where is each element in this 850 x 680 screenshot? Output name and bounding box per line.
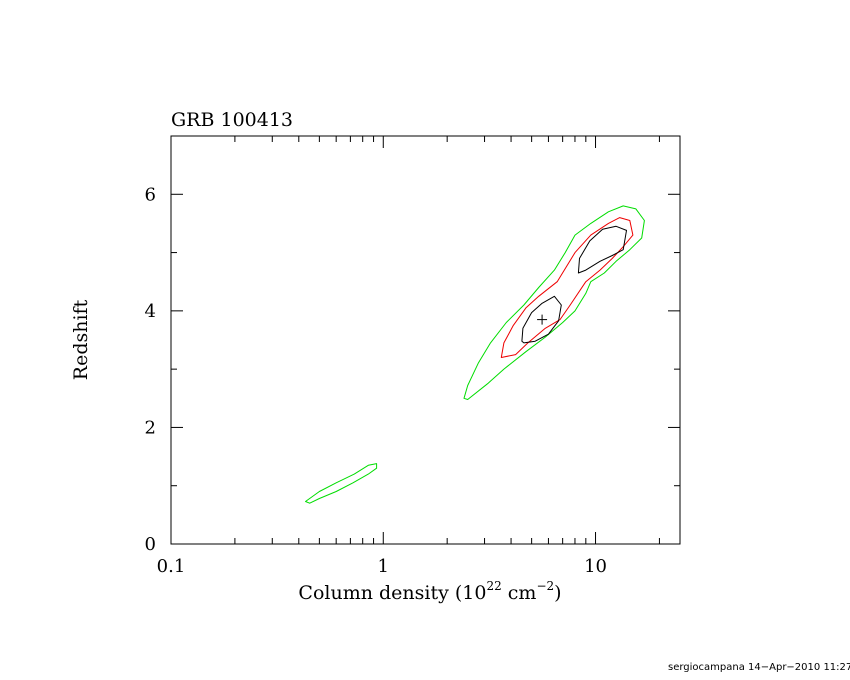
contour-5 bbox=[577, 225, 627, 274]
y-tick-label: 0 bbox=[145, 534, 156, 555]
y-tick-label: 2 bbox=[145, 417, 156, 438]
x-tick-label: 10 bbox=[584, 556, 607, 577]
x-tick-label: 1 bbox=[378, 556, 389, 577]
y-axis-label: Redshift bbox=[70, 299, 92, 380]
y-tick-label: 4 bbox=[145, 301, 156, 322]
contour-3 bbox=[500, 217, 634, 358]
contour-4 bbox=[521, 295, 562, 344]
x-axis-label-prefix: Column density (10 bbox=[298, 582, 486, 604]
x-axis-label-mid: cm bbox=[502, 582, 537, 604]
contour-2 bbox=[305, 463, 378, 504]
contour-1 bbox=[463, 205, 645, 400]
x-axis-label-exp1: 22 bbox=[486, 579, 501, 593]
x-axis-label-exp2: −2 bbox=[536, 579, 554, 593]
chart-title: GRB 100413 bbox=[171, 109, 293, 131]
axis-ticks bbox=[170, 135, 680, 545]
footer-credit: sergiocampana 14−Apr−2010 11:27 bbox=[668, 662, 850, 673]
y-tick-label: 6 bbox=[145, 184, 156, 205]
x-tick-label: 0.1 bbox=[157, 556, 186, 577]
x-axis-label: Column density (1022 cm−2) bbox=[298, 579, 561, 604]
tick-labels: 0.1 1 10 0 2 4 6 bbox=[145, 184, 607, 577]
plot-frame bbox=[170, 135, 681, 545]
best-fit-marker bbox=[537, 314, 548, 325]
x-axis-label-suffix: ) bbox=[554, 582, 561, 604]
confidence-contours bbox=[305, 205, 645, 504]
